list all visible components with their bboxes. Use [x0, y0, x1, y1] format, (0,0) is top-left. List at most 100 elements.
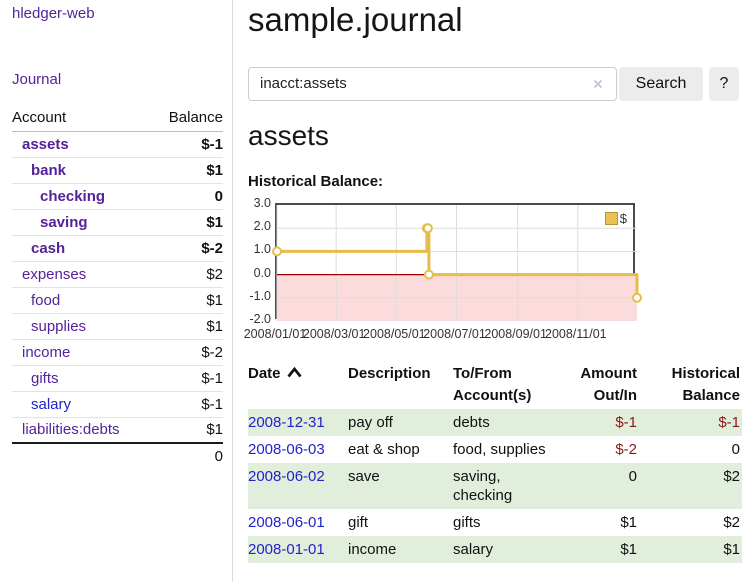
- x-axis-tick-label: 2008/09/01: [484, 326, 547, 341]
- sidebar-account-gifts[interactable]: gifts: [31, 369, 59, 387]
- accounts-table: Account Balance assets $-1 bank $1 checking 0…: [12, 105, 223, 469]
- register-col-label: Description: [348, 364, 431, 382]
- y-axis-tick-label: -1.0: [249, 288, 271, 303]
- account-row: checking 0: [12, 183, 223, 210]
- register-col-amount-out-in[interactable]: Amount Out/In: [565, 361, 645, 409]
- register-row: 2008-06-03 eat & shop food, supplies $-2 0: [248, 436, 742, 463]
- account-balance: $1: [152, 417, 223, 444]
- chart-plot-area: $: [272, 202, 642, 321]
- x-axis-tick-label: 2008/11/01: [544, 326, 607, 341]
- search-form: × Search ?: [248, 66, 742, 101]
- sidebar-account-assets[interactable]: assets: [22, 135, 69, 153]
- register-balance: $2: [723, 467, 740, 485]
- account-row: gifts $-1: [12, 365, 223, 392]
- register-date-link[interactable]: 2008-12-31: [248, 413, 325, 431]
- legend-label: $: [619, 210, 627, 226]
- account-row: bank $1: [12, 157, 223, 184]
- sidebar-account-bank[interactable]: bank: [31, 161, 67, 179]
- register-accounts: gifts: [453, 513, 481, 531]
- search-input[interactable]: [248, 66, 617, 101]
- accounts-total-value: 0: [214, 448, 223, 465]
- y-axis-tick-label: 0.0: [253, 265, 271, 280]
- register-accounts: salary: [453, 540, 494, 558]
- account-balance: $1: [152, 313, 223, 340]
- account-balance: $1: [152, 157, 223, 184]
- x-axis-tick-label: 2008/07/01: [423, 326, 486, 341]
- sidebar-account-expenses[interactable]: expenses: [22, 265, 87, 283]
- sidebar-item-journal[interactable]: Journal: [12, 71, 62, 88]
- x-axis-tick-label: 2008/03/01: [302, 326, 366, 341]
- sidebar-account-cash[interactable]: cash: [31, 239, 66, 257]
- register-col-description[interactable]: Description: [348, 361, 453, 409]
- register-row: 2008-06-02 save saving, checking 0 $2: [248, 462, 742, 509]
- account-balance: $2: [152, 261, 223, 288]
- account-row: supplies $1: [12, 313, 223, 340]
- historical-balance-chart: $ 3.0 2.0 1.0 0.0 -1.0 -2.0 2008/01/01 2008/03/…: [244, 196, 742, 343]
- x-axis-tick-label: 2008/05/01: [363, 326, 426, 341]
- account-row: saving $1: [12, 209, 223, 236]
- clear-search-icon[interactable]: ×: [593, 74, 603, 94]
- register-date-link[interactable]: 2008-06-03: [248, 440, 325, 458]
- register-header-row: Date Description To/From Account(s) Amount …: [248, 361, 742, 409]
- account-row: income $-2: [12, 339, 223, 366]
- y-axis-tick-label: 1.0: [253, 242, 271, 257]
- register-balance: $2: [723, 513, 740, 531]
- register-amount: $-2: [615, 440, 637, 458]
- register-description: gift: [348, 513, 369, 531]
- sidebar-account-salary[interactable]: salary: [31, 395, 72, 413]
- register-col-label: Historical Balance: [671, 364, 740, 404]
- register-date-link[interactable]: 2008-06-02: [248, 467, 325, 485]
- chart-legend: $: [604, 210, 627, 226]
- x-axis-tick-label: 2008/01/01: [243, 326, 307, 341]
- account-balance: $-2: [152, 339, 223, 366]
- account-balance: $-1: [152, 391, 223, 418]
- accounts-header-row: Account Balance: [12, 105, 223, 132]
- register-col-historical-balance[interactable]: Historical Balance: [645, 361, 742, 409]
- register-description: income: [348, 540, 397, 558]
- account-row: assets $-1: [12, 131, 223, 158]
- register-amount: $-1: [615, 413, 637, 431]
- y-axis-tick-label: -2.0: [249, 311, 271, 326]
- register-description: save: [348, 467, 380, 485]
- account-row: salary $-1: [12, 391, 223, 418]
- page-title: sample.journal: [248, 1, 463, 38]
- register-col-date[interactable]: Date: [248, 361, 348, 409]
- sidebar-account-food[interactable]: food: [31, 291, 61, 309]
- sidebar-account-checking[interactable]: checking: [40, 187, 106, 205]
- register-row: 2008-01-01 income salary $1 $1: [248, 535, 742, 563]
- legend-swatch-icon: [604, 211, 618, 225]
- register-date-link[interactable]: 2008-06-01: [248, 513, 325, 531]
- register-col-label: To/From Account(s): [453, 364, 532, 404]
- sidebar-account-saving[interactable]: saving: [40, 213, 88, 231]
- register-col-to-from-account-s-[interactable]: To/From Account(s): [453, 361, 565, 409]
- register-balance: $-1: [718, 413, 740, 431]
- register-accounts: saving, checking: [453, 467, 513, 504]
- sidebar-account-supplies[interactable]: supplies: [31, 317, 87, 335]
- y-axis-tick-label: 2.0: [253, 219, 271, 234]
- register-accounts: debts: [453, 413, 490, 431]
- register-table: Date Description To/From Account(s) Amount …: [248, 361, 742, 563]
- account-balance: $1: [152, 209, 223, 236]
- register-balance: $1: [723, 540, 740, 558]
- register-description: eat & shop: [348, 440, 420, 458]
- main-content: sample.journal × Search ? assets Histori…: [244, 0, 742, 563]
- accounts-total-row: 0: [12, 443, 223, 469]
- account-balance: $1: [152, 287, 223, 314]
- register-accounts: food, supplies: [453, 440, 546, 458]
- app-title-link[interactable]: hledger-web: [12, 5, 95, 22]
- register-amount: 0: [628, 467, 637, 485]
- sidebar-account-liabilities-debts[interactable]: liabilities:debts: [22, 421, 120, 439]
- register-col-label: Date: [248, 364, 281, 382]
- account-balance: 0: [152, 183, 223, 210]
- register-amount: $1: [620, 540, 637, 558]
- search-button[interactable]: Search: [619, 66, 703, 101]
- register-row: 2008-06-01 gift gifts $1 $2: [248, 509, 742, 536]
- account-balance: $-1: [152, 365, 223, 392]
- register-description: pay off: [348, 413, 393, 431]
- register-date-link[interactable]: 2008-01-01: [248, 540, 325, 558]
- help-button[interactable]: ?: [709, 66, 739, 101]
- sort-asc-icon: [286, 366, 302, 378]
- accounts-col-balance: Balance: [152, 105, 223, 132]
- account-balance: $-1: [152, 131, 223, 158]
- sidebar-account-income[interactable]: income: [22, 343, 71, 361]
